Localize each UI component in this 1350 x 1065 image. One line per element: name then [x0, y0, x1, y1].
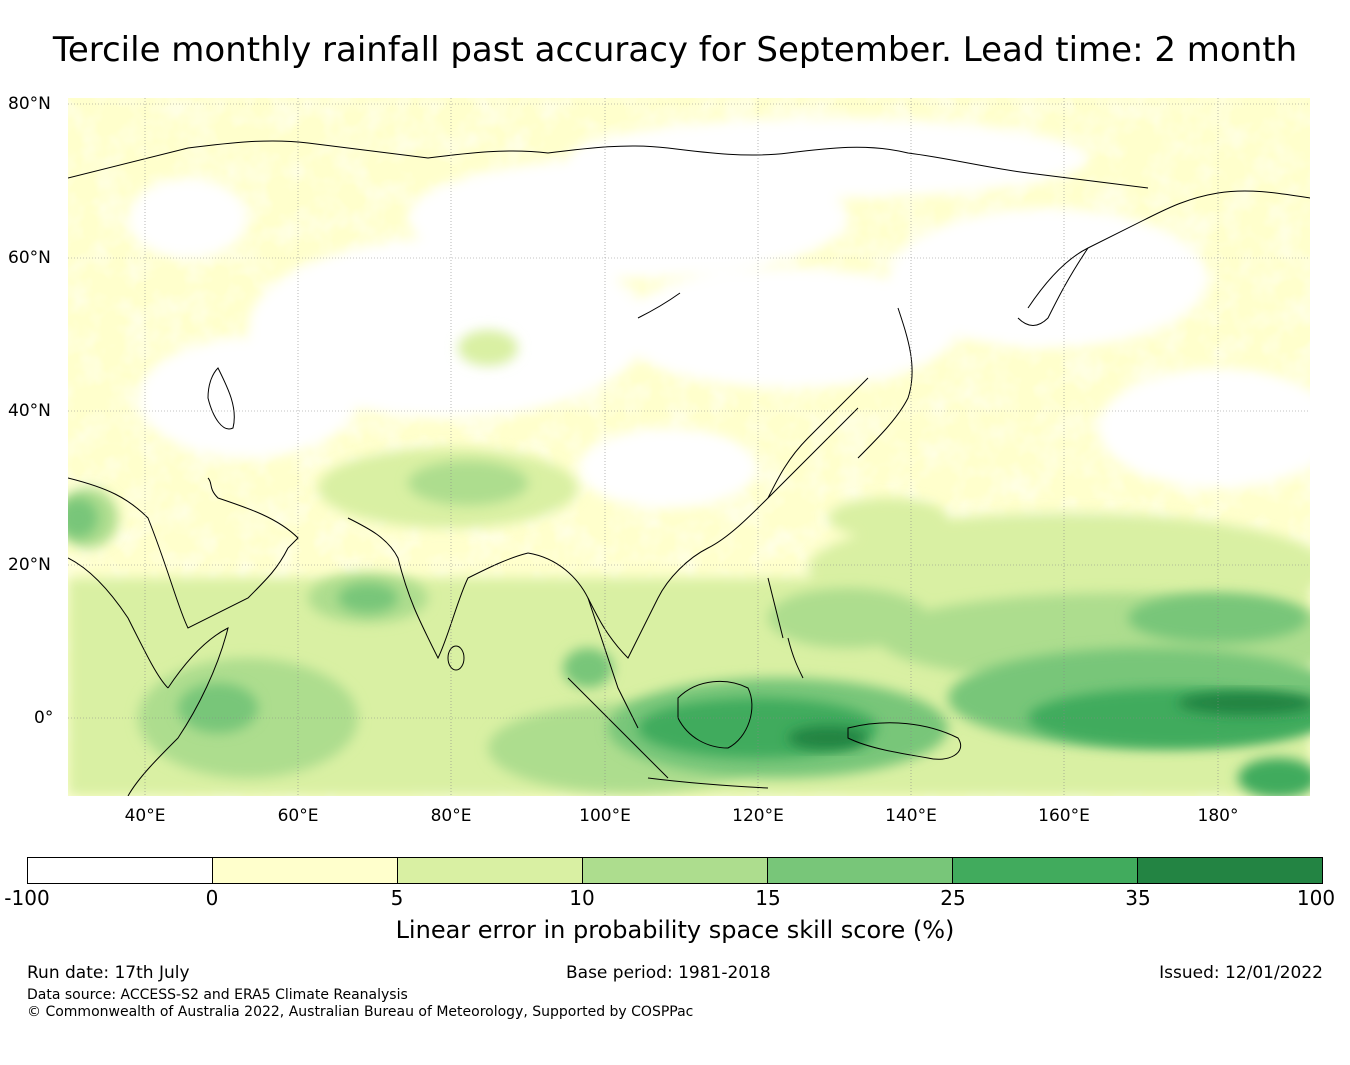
colorbar-tick: 25	[940, 886, 966, 910]
colorbar	[27, 857, 1323, 884]
colorbar-segment	[953, 858, 1138, 883]
data-source: Data source: ACCESS-S2 and ERA5 Climate …	[27, 987, 408, 1003]
colorbar-tick: 15	[755, 886, 781, 910]
colorbar-segment	[583, 858, 768, 883]
colorbar-segment	[398, 858, 583, 883]
colorbar-tick: -100	[4, 886, 50, 910]
copyright: © Commonwealth of Australia 2022, Austra…	[27, 1004, 694, 1020]
coastlines	[68, 140, 1310, 796]
colorbar-label: Linear error in probability space skill …	[395, 916, 955, 944]
colorbar-tick: 100	[1296, 886, 1336, 910]
lon-label-80e: 80°E	[430, 806, 472, 826]
lat-label-80n: 80°N	[8, 94, 51, 114]
lat-label-60n: 60°N	[8, 248, 51, 268]
colorbar-tick: 10	[569, 886, 595, 910]
lat-label-40n: 40°N	[8, 401, 51, 421]
colorbar-tick: 35	[1125, 886, 1151, 910]
colorbar-tick: 5	[390, 886, 404, 910]
colorbar-tick: 0	[205, 886, 219, 910]
skill-map	[68, 98, 1310, 796]
issued-date: Issued: 12/01/2022	[1159, 963, 1323, 983]
lat-label-0: 0°	[34, 708, 54, 728]
lat-label-20n: 20°N	[8, 555, 51, 575]
colorbar-segment	[1138, 858, 1322, 883]
lon-label-120e: 120°E	[732, 806, 784, 826]
colorbar-segment	[213, 858, 398, 883]
colorbar-segment	[768, 858, 953, 883]
lon-label-40e: 40°E	[124, 806, 166, 826]
colorbar-segment	[28, 858, 213, 883]
lon-label-100e: 100°E	[579, 806, 631, 826]
gridlines	[68, 98, 1310, 796]
lon-label-180: 180°	[1197, 806, 1239, 826]
lon-label-60e: 60°E	[277, 806, 319, 826]
lon-label-160e: 160°E	[1038, 806, 1090, 826]
base-period: Base period: 1981-2018	[566, 963, 771, 983]
run-date: Run date: 17th July	[27, 963, 190, 983]
lon-label-140e: 140°E	[885, 806, 937, 826]
chart-title: Tercile monthly rainfall past accuracy f…	[52, 30, 1298, 70]
